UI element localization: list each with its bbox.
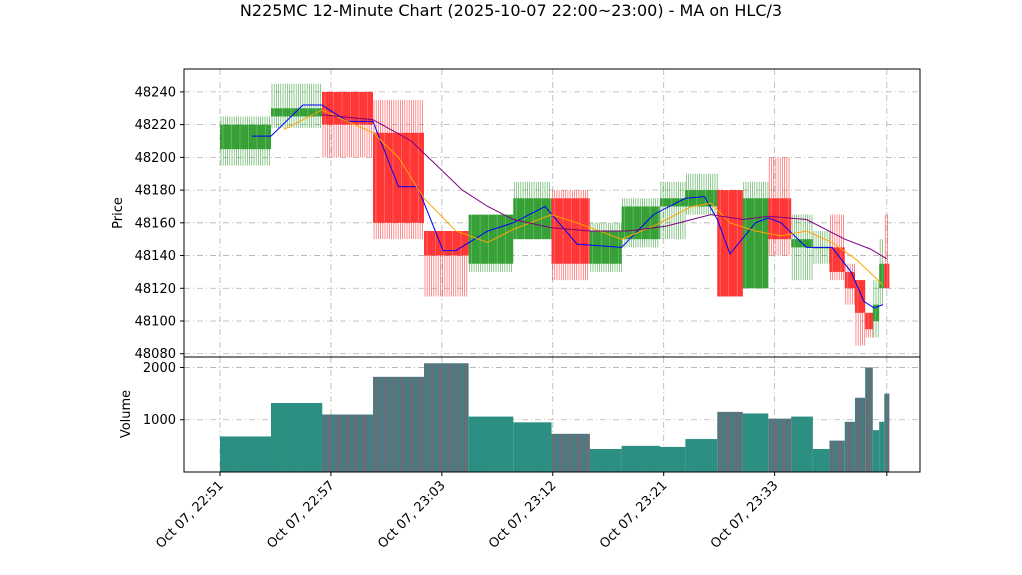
candle <box>844 263 855 305</box>
price-tick-label: 48120 <box>135 282 176 297</box>
x-tick-label: Oct 07, 22:51 <box>153 478 226 551</box>
candle <box>271 83 322 128</box>
volume-panel: 1000 2000 Volume <box>119 356 921 473</box>
volume-bar <box>854 397 866 472</box>
price-tick-label: 48240 <box>135 85 176 100</box>
candle <box>220 116 271 166</box>
price-y-ticks: 48080 48100 48120 48140 48160 48180 48200 48220… <box>135 85 184 362</box>
volume-bar <box>468 416 514 472</box>
volume-bar <box>271 403 323 472</box>
volume-bar <box>872 430 880 472</box>
volume-tick-label: 2000 <box>143 361 176 376</box>
volume-bar <box>768 418 792 472</box>
volume-bar <box>551 433 590 472</box>
volume-bar <box>685 439 718 472</box>
volume-bar <box>879 421 885 472</box>
candle <box>551 190 590 281</box>
candle <box>373 100 424 240</box>
candle <box>742 181 769 289</box>
price-axis-label: Price <box>111 197 126 229</box>
candle <box>865 312 874 338</box>
volume-bar <box>322 414 374 472</box>
ma-line <box>321 114 888 260</box>
price-tick-label: 48140 <box>135 249 176 264</box>
candle <box>879 239 885 305</box>
price-tick-label: 48100 <box>135 315 176 330</box>
ma-line <box>251 104 884 309</box>
price-panel: 48080 48100 48120 48140 48160 48180 48200 48220… <box>111 68 921 362</box>
volume-y-ticks: 1000 2000 <box>143 361 184 428</box>
volume-axis-label: Volume <box>119 390 134 438</box>
volume-bar <box>373 376 425 472</box>
price-tick-label: 48220 <box>135 118 176 133</box>
x-tick-label: Oct 07, 22:57 <box>264 478 337 551</box>
volume-bar <box>791 416 813 472</box>
price-tick-label: 48080 <box>135 347 176 362</box>
candle <box>659 181 686 240</box>
candle <box>854 280 866 346</box>
volume-bar <box>513 422 552 472</box>
volume-bar <box>717 411 743 472</box>
volume-bar <box>865 367 873 472</box>
candle <box>829 214 845 281</box>
moving-average-lines <box>251 104 888 309</box>
x-axis: Oct 07, 22:51 Oct 07, 22:57 Oct 07, 23:03 O… <box>153 472 888 552</box>
x-tick-label: Oct 07, 23:03 <box>375 478 448 551</box>
candle <box>424 231 469 297</box>
volume-bars <box>220 363 890 472</box>
candle <box>872 280 880 338</box>
volume-bar <box>829 440 845 472</box>
volume-bar <box>742 413 769 472</box>
x-tick-label: Oct 07, 23:33 <box>708 478 781 551</box>
price-candles <box>220 83 890 346</box>
candle <box>768 157 792 256</box>
volume-bar <box>589 449 622 472</box>
volume-bar <box>884 393 890 472</box>
candle <box>468 214 514 272</box>
volume-bar <box>659 446 686 472</box>
chart-title: N225MC 12-Minute Chart (2025-10-07 22:00… <box>240 1 782 20</box>
candle <box>513 181 552 240</box>
volume-bar <box>424 363 469 472</box>
candle <box>685 173 718 215</box>
volume-frame <box>183 356 921 473</box>
candle <box>621 198 660 248</box>
price-tick-label: 48180 <box>135 184 176 199</box>
x-tick-label: Oct 07, 23:12 <box>486 478 559 551</box>
volume-bar <box>621 445 660 472</box>
volume-bar <box>812 449 830 472</box>
volume-bar <box>844 421 855 472</box>
x-tick-label: Oct 07, 23:21 <box>597 478 670 551</box>
volume-bar <box>220 436 272 472</box>
price-tick-label: 48200 <box>135 151 176 166</box>
volume-tick-label: 1000 <box>143 413 176 428</box>
price-tick-label: 48160 <box>135 216 176 231</box>
candle <box>884 214 890 289</box>
candle <box>322 91 373 158</box>
